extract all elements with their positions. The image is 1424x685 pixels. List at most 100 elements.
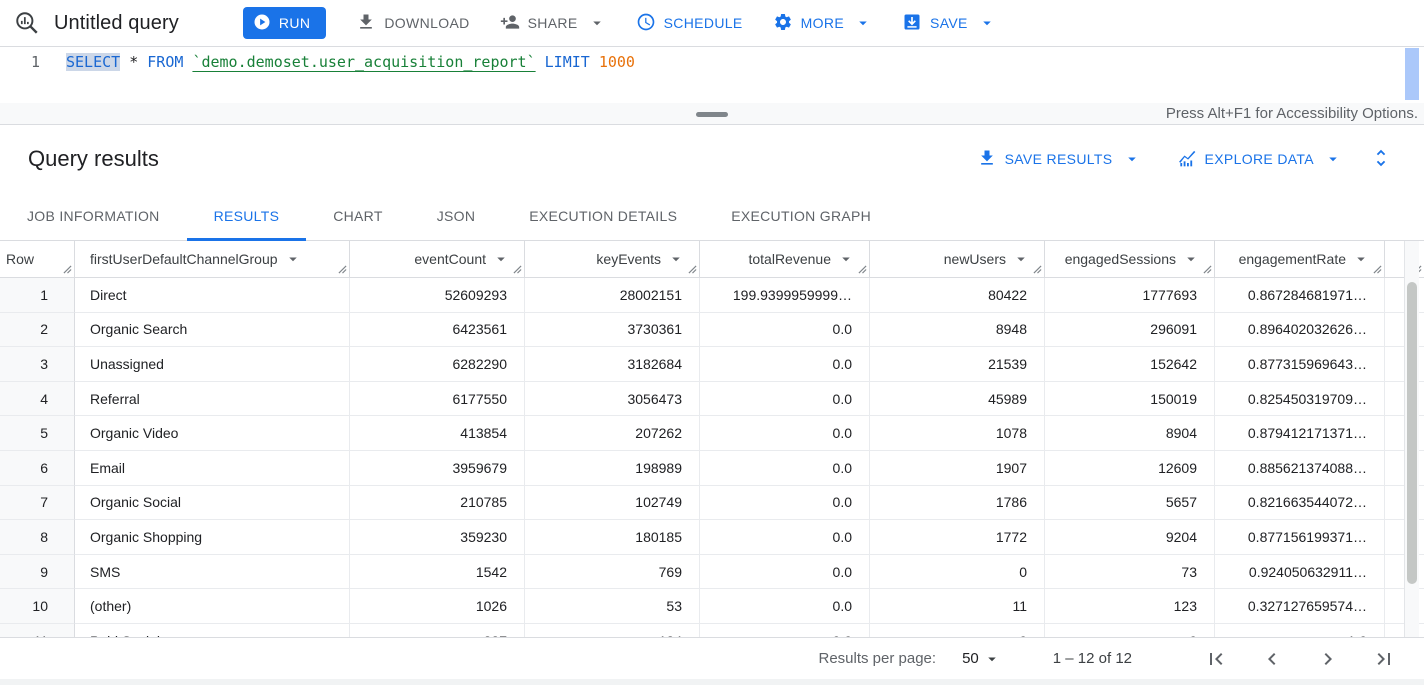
table-cell: 0 <box>870 623 1045 637</box>
table-cell: 0.0 <box>700 312 870 348</box>
table-cell: 6282290 <box>350 347 525 382</box>
column-label: eventCount <box>414 251 486 267</box>
tab-execution-details[interactable]: EXECUTION DETAILS <box>529 207 678 224</box>
table-scrollbar-track[interactable] <box>1404 241 1419 637</box>
column-menu-icon[interactable] <box>284 250 302 268</box>
run-button[interactable]: RUN <box>242 7 327 39</box>
table-cell: Email <box>75 450 350 486</box>
panel-resize-handle[interactable] <box>696 112 728 117</box>
column-menu-icon[interactable] <box>1012 250 1030 268</box>
line-number: 1 <box>30 53 40 71</box>
tab-json[interactable]: JSON <box>436 207 476 224</box>
sql-code-line[interactable]: SELECT * FROM `demo.demoset.user_acquisi… <box>66 47 635 103</box>
table-cell: 21539 <box>870 347 1045 382</box>
table-cell: 0.896402032626… <box>1215 312 1385 348</box>
row-number-cell: 2 <box>0 312 75 348</box>
sql-token: SELECT <box>66 53 121 71</box>
page-size-select[interactable]: 50 <box>962 650 1001 668</box>
row-number-cell: 1 <box>0 278 75 313</box>
tab-chart[interactable]: CHART <box>333 207 383 224</box>
column-resize-grip[interactable] <box>688 265 697 274</box>
table-cell: 0 <box>1045 623 1215 637</box>
expand-panel-button[interactable] <box>1370 141 1392 177</box>
column-header-keyEvents[interactable]: keyEvents <box>525 241 700 277</box>
results-per-page-label: Results per page: <box>818 650 937 667</box>
first-page-button[interactable] <box>1204 647 1228 671</box>
table-cell: 0.821663544072… <box>1215 485 1385 521</box>
column-header-Row[interactable]: Row <box>0 241 75 277</box>
table-cell: 8904 <box>1045 416 1215 451</box>
column-menu-icon[interactable] <box>667 250 685 268</box>
next-page-button[interactable] <box>1316 647 1340 671</box>
tab-execution-graph[interactable]: EXECUTION GRAPH <box>731 207 872 224</box>
save-results-button[interactable]: SAVE RESULTS <box>977 141 1141 177</box>
column-menu-icon[interactable] <box>492 250 510 268</box>
table-cell: 0.879412171371… <box>1215 416 1385 451</box>
column-header-totalRevenue[interactable]: totalRevenue <box>700 241 870 277</box>
row-number-cell: 8 <box>0 520 75 555</box>
table-cell: 0.0 <box>700 554 870 590</box>
column-header-engagedSessions[interactable]: engagedSessions <box>1045 241 1215 277</box>
column-resize-grip[interactable] <box>1203 265 1212 274</box>
share-button[interactable]: SHARE <box>500 5 606 41</box>
column-resize-grip[interactable] <box>1033 265 1042 274</box>
sql-token <box>590 53 599 71</box>
person-add-icon <box>500 12 520 35</box>
column-resize-grip[interactable] <box>858 265 867 274</box>
sql-token: 1000 <box>598 53 635 71</box>
download-icon <box>356 12 376 35</box>
chevron-down-icon <box>1123 150 1141 168</box>
table-scrollbar-thumb[interactable] <box>1407 282 1417 584</box>
column-label: keyEvents <box>596 251 661 267</box>
sql-editor[interactable]: 1 SELECT * FROM `demo.demoset.user_acqui… <box>0 47 1424 103</box>
column-label: firstUserDefaultChannelGroup <box>90 251 278 267</box>
table-row: 7 Organic Social 210785 102749 0.0 1786 5657 0.… <box>0 485 1424 521</box>
table-cell: 0.327127659574… <box>1215 589 1385 624</box>
column-header-firstUserDefaultChannelGroup[interactable]: firstUserDefaultChannelGroup <box>75 241 350 277</box>
editor-scrollbar[interactable] <box>1405 48 1419 100</box>
column-menu-icon[interactable] <box>837 250 855 268</box>
chevron-down-icon <box>854 14 872 32</box>
last-page-button[interactable] <box>1372 647 1396 671</box>
column-label: newUsers <box>943 251 1006 267</box>
column-resize-grip[interactable] <box>63 265 72 274</box>
sql-token: LIMIT <box>544 53 590 71</box>
query-toolbar: Untitled query RUN DOWNLOAD SHARE <box>0 0 1424 47</box>
column-resize-grip[interactable] <box>513 265 522 274</box>
table-cell: 0.924050632911… <box>1215 554 1385 590</box>
results-table: Row firstUserDefaultChannelGroup eventCoun… <box>0 241 1424 637</box>
table-cell: 0.825450319709… <box>1215 381 1385 417</box>
explore-data-button[interactable]: EXPLORE DATA <box>1177 141 1343 177</box>
unfold-more-icon <box>1370 147 1392 172</box>
tab-results[interactable]: RESULTS <box>186 193 307 241</box>
column-resize-grip[interactable] <box>338 265 347 274</box>
tab-job-information[interactable]: JOB INFORMATION <box>27 207 160 224</box>
table-cell: 1777693 <box>1045 278 1215 313</box>
table-cell: 1542 <box>350 554 525 590</box>
save-button[interactable]: SAVE <box>902 5 996 41</box>
row-number-cell: 3 <box>0 347 75 382</box>
column-menu-icon[interactable] <box>1352 250 1370 268</box>
chart-icon <box>1177 148 1197 171</box>
column-menu-icon[interactable] <box>1182 250 1200 268</box>
column-header-newUsers[interactable]: newUsers <box>870 241 1045 277</box>
table-cell: 0.0 <box>700 623 870 637</box>
table-cell: 413854 <box>350 416 525 451</box>
sql-token <box>120 53 129 71</box>
column-header-eventCount[interactable]: eventCount <box>350 241 525 277</box>
table-cell: 0.0 <box>700 347 870 382</box>
clock-icon <box>636 12 656 35</box>
previous-page-button[interactable] <box>1260 647 1284 671</box>
column-header-engagementRate[interactable]: engagementRate <box>1215 241 1385 277</box>
table-row: 3 Unassigned 6282290 3182684 0.0 21539 152642 0… <box>0 347 1424 382</box>
column-resize-grip[interactable] <box>1373 265 1382 274</box>
table-cell: 199.9399959999… <box>700 278 870 313</box>
row-number-cell: 5 <box>0 416 75 451</box>
download-button[interactable]: DOWNLOAD <box>356 5 469 41</box>
schedule-button[interactable]: SCHEDULE <box>636 5 743 41</box>
table-cell: 1.0 <box>1215 623 1385 637</box>
table-cell: 0.867284681971… <box>1215 278 1385 313</box>
table-row: 6 Email 3959679 198989 0.0 1907 12609 0.8856213… <box>0 450 1424 486</box>
table-row: 4 Referral 6177550 3056473 0.0 45989 150019 0.8… <box>0 381 1424 417</box>
more-button[interactable]: MORE <box>773 5 872 41</box>
